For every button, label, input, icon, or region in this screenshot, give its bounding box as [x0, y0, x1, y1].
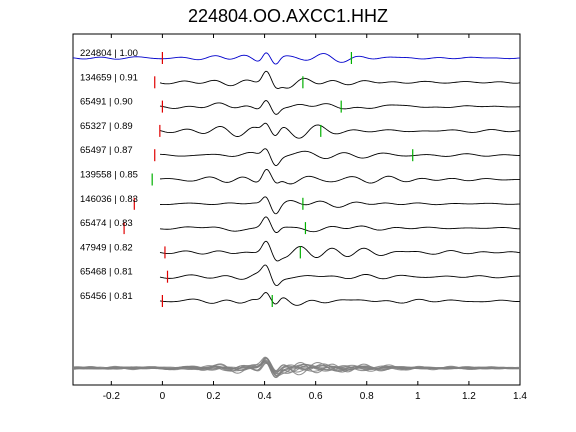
x-tick-label: 1	[415, 391, 421, 402]
stack-trace-line	[72, 359, 521, 373]
chart-title: 224804.OO.AXCC1.HHZ	[187, 6, 389, 26]
trace-line	[160, 148, 521, 167]
trace-label: 65468 | 0.81	[80, 267, 133, 278]
trace-label: 47949 | 0.82	[80, 242, 133, 253]
x-tick-label: 0	[160, 391, 166, 402]
x-tick-label: 0.6	[309, 391, 323, 402]
trace-label: 224804 | 1.00	[80, 48, 138, 59]
trace-line	[159, 240, 521, 262]
trace-label: 65497 | 0.87	[80, 145, 133, 156]
trace-label: 146036 | 0.83	[80, 194, 138, 205]
x-axis: -0.2 0 0.2 0.4 0.6 0.8 1 1.2 1.4	[103, 34, 527, 402]
trace-label: 65456 | 0.81	[80, 291, 133, 302]
trace-line	[159, 196, 521, 215]
trace-label: 65491 | 0.90	[80, 97, 133, 108]
x-tick-label: 0.8	[360, 391, 374, 402]
trace-row: 134659 | 0.91	[80, 70, 521, 89]
trace-label: 139558 | 0.85	[80, 170, 138, 181]
trace-line	[159, 292, 521, 306]
trace-line	[72, 52, 521, 65]
stack-trace-line	[72, 357, 521, 373]
trace-label: 65327 | 0.89	[80, 121, 133, 132]
x-tick-label: 1.4	[513, 391, 527, 402]
trace-line	[159, 70, 521, 89]
trace-label: 65474 | 0.83	[80, 218, 133, 229]
trace-line	[159, 122, 521, 139]
stack-group	[72, 356, 521, 379]
trace-line	[159, 264, 521, 287]
trace-row: 65474 | 0.83	[80, 216, 521, 235]
trace-row: 65491 | 0.90	[80, 97, 521, 115]
x-tick-label: -0.2	[103, 391, 121, 402]
trace-line	[159, 100, 521, 115]
trace-row: 139558 | 0.85	[80, 169, 521, 186]
trace-row: 65497 | 0.87	[80, 145, 521, 167]
trace-row: 65468 | 0.81	[80, 264, 521, 287]
trace-row: 65456 | 0.81	[80, 291, 521, 307]
trace-line	[159, 216, 521, 233]
trace-label: 134659 | 0.91	[80, 72, 138, 83]
traces-group: 224804 | 1.00 134659 | 0.91 65491 | 0.90 65…	[72, 48, 521, 307]
x-tick-label: 0.2	[207, 391, 221, 402]
trace-row: 224804 | 1.00	[72, 48, 521, 65]
trace-row: 146036 | 0.83	[80, 194, 521, 215]
trace-row: 47949 | 0.82	[80, 240, 521, 262]
x-tick-label: 0.4	[258, 391, 272, 402]
x-tick-label: 1.2	[462, 391, 476, 402]
trace-line	[159, 169, 521, 185]
plot-frame	[72, 33, 521, 386]
trace-row: 65327 | 0.89	[80, 121, 521, 139]
